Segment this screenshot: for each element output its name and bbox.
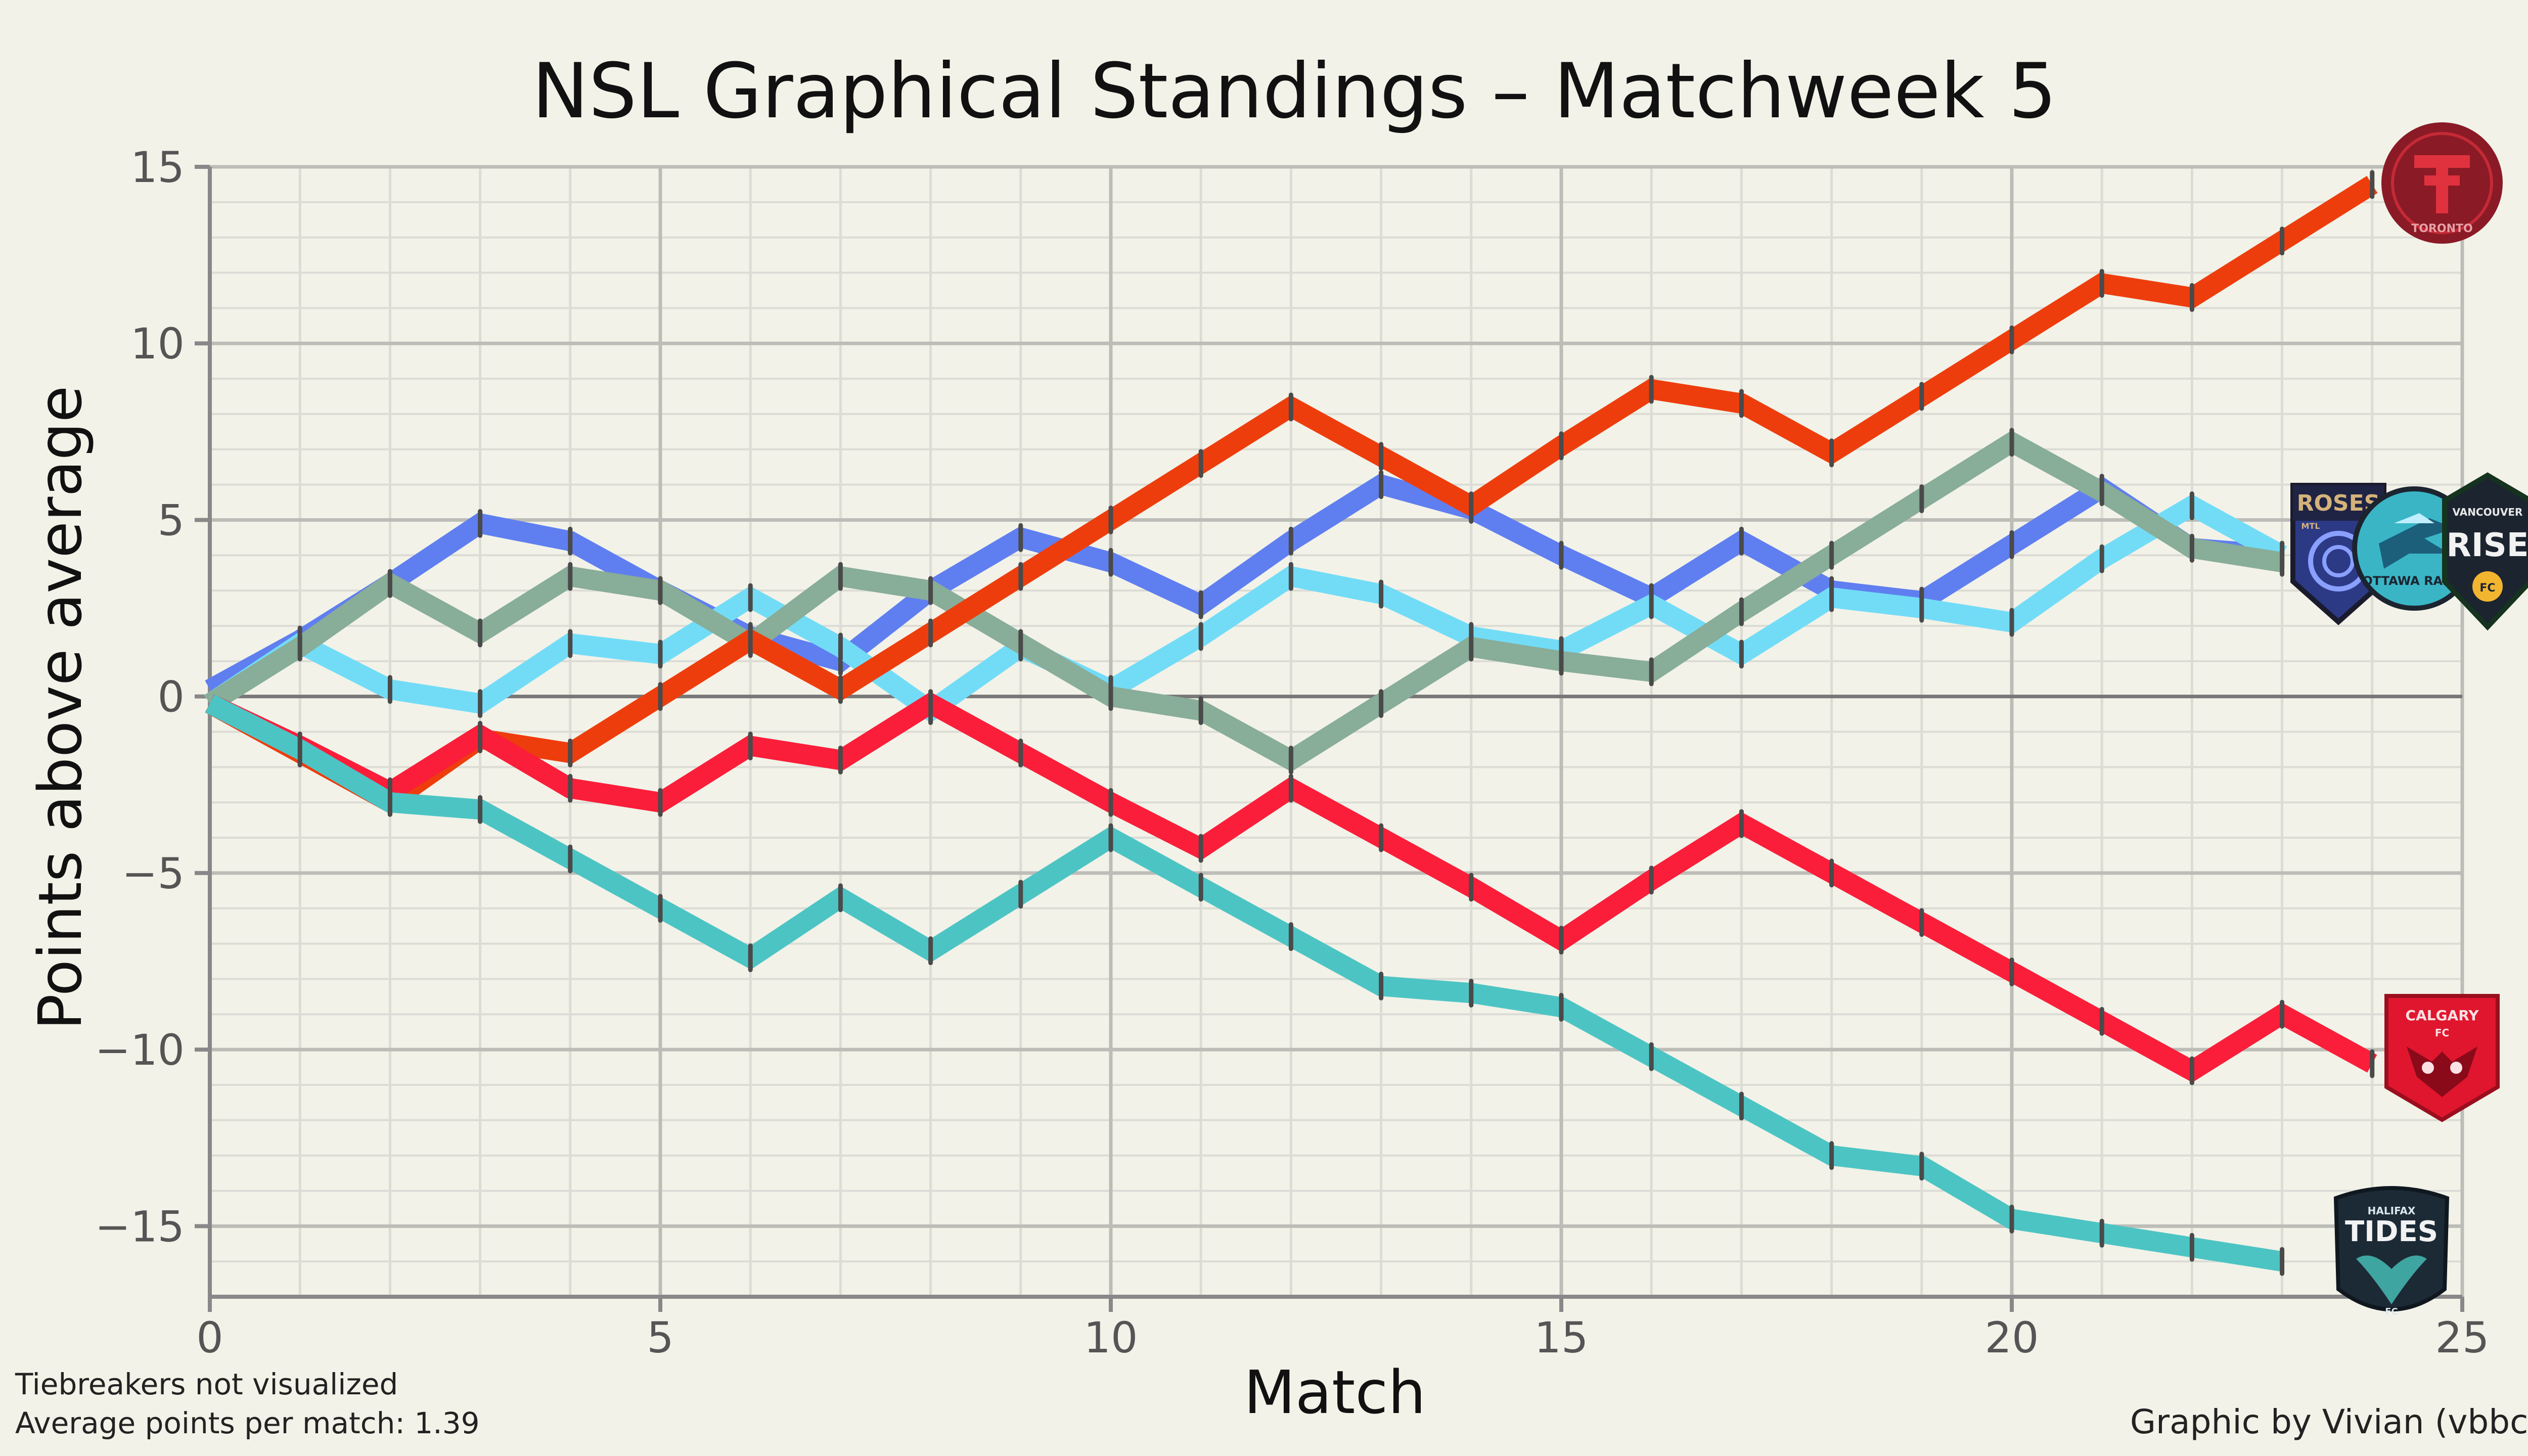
y-tick-label: 0 <box>158 672 185 722</box>
y-tick-label: 10 <box>130 319 185 369</box>
series-line <box>205 694 2284 1271</box>
y-tick-label: −5 <box>122 849 185 898</box>
x-tick-label: 0 <box>196 1313 223 1362</box>
x-tick-label: 25 <box>2435 1313 2490 1362</box>
vancouver-logo-text: RISE <box>2447 527 2528 564</box>
y-axis-label: Points above average <box>25 386 95 1030</box>
roses-logo-sub: MTL <box>2301 521 2320 531</box>
y-tick-label: −15 <box>95 1202 185 1251</box>
note-average-points: Average points per match: 1.39 <box>15 1406 480 1440</box>
y-tick-label: 15 <box>130 143 185 192</box>
x-tick-label: 10 <box>1084 1313 1138 1362</box>
series-layer <box>204 170 2378 1276</box>
calgary-logo: CALGARY FC <box>2384 994 2500 1122</box>
x-tick-label: 5 <box>647 1313 673 1362</box>
toronto-logo-text: TORONTO <box>2411 222 2472 235</box>
chart-title: NSL Graphical Standings – Matchweek 5 <box>532 48 2057 135</box>
halifax-logo-top: HALIFAX <box>2368 1205 2416 1217</box>
y-tick-label: −10 <box>95 1025 185 1075</box>
series-line <box>204 430 2284 772</box>
credit-text: Graphic by Vivian (vbbcla) <box>2130 1402 2528 1441</box>
x-tick-label: 15 <box>1534 1313 1589 1362</box>
note-tiebreakers: Tiebreakers not visualized <box>15 1367 398 1401</box>
axes <box>195 165 2464 1312</box>
series-4 <box>205 689 2377 1085</box>
x-tick-label: 20 <box>1985 1313 2039 1362</box>
calgary-logo-text: CALGARY <box>2405 1007 2479 1024</box>
series-line <box>205 473 2283 699</box>
halifax-logo-sub: FC <box>2385 1306 2398 1317</box>
x-tick-labels: 0 5 10 15 20 25 <box>196 1313 2489 1362</box>
toronto-logo: TORONTO <box>2381 122 2503 244</box>
y-tick-label: 5 <box>158 495 185 545</box>
y-tick-labels: −15 −10 −5 0 5 10 15 <box>95 143 185 1251</box>
vancouver-rise-logo: VANCOUVER RISE FC <box>2442 472 2528 631</box>
halifax-tides-logo: HALIFAX TIDES FC <box>2333 1186 2450 1317</box>
x-axis-label: Match <box>1244 1357 1426 1427</box>
series-line <box>204 494 2287 723</box>
calgary-logo-sub: FC <box>2435 1027 2449 1039</box>
vancouver-logo-top: VANCOUVER <box>2453 506 2523 518</box>
series-2 <box>204 428 2285 775</box>
vancouver-logo-sub: FC <box>2479 582 2495 595</box>
halifax-logo-text: TIDES <box>2345 1215 2438 1248</box>
series-5 <box>205 694 2285 1276</box>
